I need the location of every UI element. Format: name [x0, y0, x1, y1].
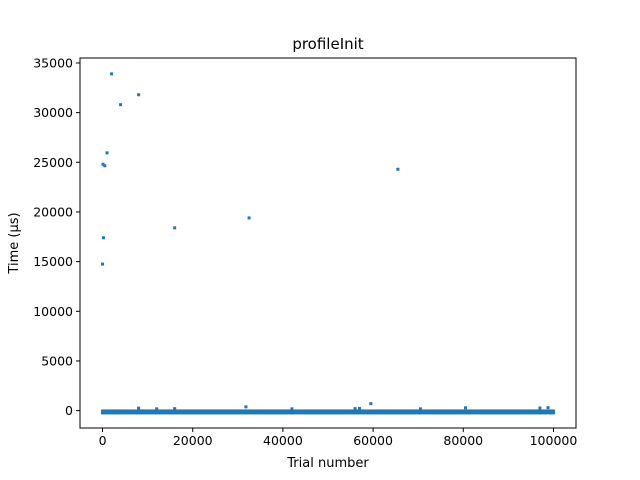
data-point	[247, 216, 251, 220]
data-point	[173, 226, 177, 230]
data-point	[155, 407, 159, 411]
x-tick-label: 80000	[443, 433, 483, 448]
data-point	[137, 93, 141, 97]
data-point	[290, 407, 294, 411]
data-point	[358, 406, 362, 410]
x-axis-ticks: 0 20000 40000 60000 80000 100000	[99, 428, 578, 448]
x-tick-label: 20000	[173, 433, 213, 448]
data-point	[353, 407, 357, 411]
data-point	[244, 405, 248, 409]
data-point	[101, 236, 105, 240]
x-axis-label: Trial number	[286, 456, 369, 471]
y-tick-label: 10000	[33, 304, 73, 319]
y-axis-ticks: 0 5000 10000 15000 20000 25000 30000 35000	[33, 55, 80, 418]
x-tick-label: 60000	[353, 433, 393, 448]
data-point	[464, 406, 468, 410]
y-tick-label: 20000	[33, 204, 73, 219]
data-point	[418, 407, 422, 411]
data-point	[103, 164, 107, 168]
x-tick-label: 0	[99, 433, 107, 448]
data-point	[101, 262, 105, 266]
data-point	[119, 103, 123, 107]
plot-frame	[79, 57, 577, 429]
data-points	[101, 72, 555, 415]
x-tick-label: 40000	[263, 433, 303, 448]
data-point	[369, 402, 373, 406]
y-tick-label: 35000	[33, 55, 73, 70]
data-point	[137, 406, 141, 410]
x-tick-label: 100000	[530, 433, 578, 448]
y-axis-label: Time (µs)	[7, 212, 22, 274]
data-point	[110, 72, 114, 76]
data-point	[173, 407, 177, 411]
y-tick-label: 30000	[33, 105, 73, 120]
y-tick-label: 0	[65, 403, 73, 418]
y-tick-label: 25000	[33, 155, 73, 170]
baseline-point-band	[101, 409, 555, 415]
chart-title: profileInit	[292, 35, 363, 53]
y-tick-label: 5000	[41, 353, 73, 368]
y-tick-label: 15000	[33, 254, 73, 269]
data-point	[396, 167, 400, 171]
data-point	[546, 406, 550, 410]
data-point	[538, 406, 542, 410]
data-point	[105, 151, 109, 155]
data-point	[101, 162, 105, 166]
